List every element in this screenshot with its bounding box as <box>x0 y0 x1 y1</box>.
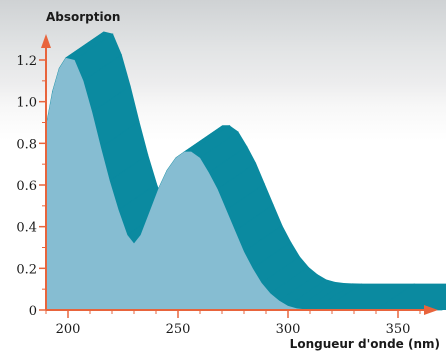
y-axis-title: Absorption <box>46 10 120 24</box>
curve-front-face <box>46 57 442 310</box>
absorption-area <box>46 57 442 310</box>
x-axis-arrow <box>424 305 438 315</box>
x-tick-label: 350 <box>386 322 411 337</box>
y-tick-label: 0.6 <box>16 179 37 194</box>
ticks: 0 0.2 0.4 0.6 0.8 1.0 1.2 200 250 300 350 <box>16 54 421 337</box>
x-tick-label: 300 <box>276 322 301 337</box>
axes <box>41 34 438 315</box>
extrusion-end <box>442 307 446 310</box>
x-tick-label: 200 <box>56 322 81 337</box>
y-tick-label: 1.2 <box>16 54 37 69</box>
y-tick-label: 0.2 <box>16 262 37 277</box>
y-axis-arrow <box>41 34 51 48</box>
y-tick-label: 1.0 <box>16 96 37 111</box>
x-axis-title: Longueur d'onde (nm) <box>290 337 440 351</box>
x-tick-label: 250 <box>166 322 191 337</box>
y-tick-label: 0.4 <box>16 221 37 236</box>
y-tick-label: 0.8 <box>16 137 37 152</box>
y-tick-label: 0 <box>29 304 37 319</box>
